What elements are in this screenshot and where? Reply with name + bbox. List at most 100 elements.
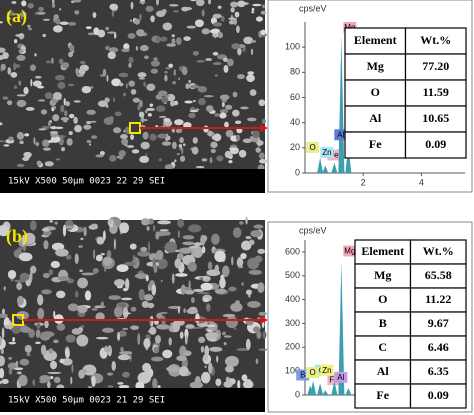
- particle: [187, 263, 197, 271]
- particle: [32, 379, 35, 386]
- peak: [345, 387, 352, 395]
- particle: [86, 140, 92, 143]
- particle: [184, 290, 195, 295]
- particle: [195, 312, 200, 324]
- particle: [106, 74, 109, 82]
- particle: [38, 6, 44, 12]
- particle: [60, 116, 69, 121]
- table-text: 65.58: [425, 268, 452, 282]
- particle: [183, 143, 186, 147]
- particle: [195, 0, 205, 7]
- table-text: Al: [377, 364, 390, 378]
- particle: [255, 16, 263, 22]
- particle: [245, 289, 253, 295]
- particle: [139, 1, 146, 4]
- y-tick-label: 100: [285, 42, 300, 52]
- particle: [24, 344, 32, 353]
- particle: [2, 51, 9, 60]
- particle: [0, 140, 5, 143]
- particle: [249, 239, 255, 246]
- particle: [44, 92, 53, 100]
- particle: [72, 0, 82, 3]
- particle: [54, 221, 58, 225]
- particle: [27, 24, 31, 28]
- peak-label: O: [310, 143, 316, 152]
- particle: [35, 329, 41, 339]
- particle: [145, 5, 154, 12]
- particle: [64, 109, 68, 117]
- particle: [103, 117, 114, 126]
- particle: [201, 9, 205, 17]
- peak-label-box: [327, 149, 341, 161]
- particle: [198, 97, 206, 106]
- particle: [120, 134, 128, 140]
- particle: [248, 269, 262, 275]
- particle: [171, 128, 176, 133]
- particle: [120, 297, 133, 301]
- particle: [143, 294, 154, 301]
- particle: [43, 230, 52, 236]
- particle: [139, 118, 148, 122]
- particle: [122, 92, 127, 97]
- particle: [159, 229, 169, 232]
- particle: [77, 305, 88, 314]
- particle: [225, 365, 234, 373]
- particle: [74, 290, 79, 298]
- particle: [0, 225, 10, 237]
- particle: [82, 364, 97, 376]
- particle: [47, 121, 51, 127]
- particle: [194, 19, 204, 28]
- particle: [124, 261, 137, 266]
- particle: [7, 16, 11, 21]
- particle: [250, 40, 257, 43]
- peak-label: Fe: [329, 151, 339, 160]
- particle: [205, 324, 216, 327]
- particle: [14, 279, 26, 283]
- particle: [128, 62, 132, 68]
- particle: [153, 57, 158, 62]
- particle: [152, 224, 156, 232]
- particle: [159, 36, 168, 42]
- particle: [34, 53, 37, 57]
- particle: [36, 322, 41, 329]
- particle: [155, 10, 166, 18]
- particle: [183, 7, 193, 11]
- table-text: C: [378, 340, 387, 354]
- particle: [113, 306, 123, 318]
- particle: [192, 246, 203, 258]
- table-cell: [404, 27, 467, 55]
- particle: [162, 123, 166, 128]
- particle: [8, 356, 13, 360]
- particle: [145, 107, 156, 112]
- y-tick-label: 200: [285, 342, 300, 352]
- particle: [19, 140, 24, 145]
- particle: [258, 99, 266, 107]
- particle: [116, 264, 129, 273]
- particle: [35, 341, 41, 345]
- particle: [0, 348, 5, 355]
- particle: [33, 137, 36, 145]
- table-cell: [404, 131, 467, 159]
- particle: [61, 146, 66, 152]
- particle: [242, 379, 254, 389]
- particle: [57, 276, 70, 281]
- table-text: Al: [369, 111, 382, 125]
- table-text: Fe: [369, 137, 382, 151]
- table-text: O: [378, 292, 387, 306]
- table-header: Wt.%: [420, 33, 451, 47]
- particle: [13, 39, 18, 44]
- particle: [103, 230, 106, 241]
- particle: [211, 135, 217, 140]
- particle: [111, 360, 116, 371]
- particle: [235, 300, 241, 305]
- particle: [212, 22, 223, 27]
- particle: [176, 253, 184, 260]
- particle: [58, 8, 62, 11]
- particle: [161, 141, 172, 146]
- particle: [251, 11, 255, 14]
- y-tick-label: 0: [295, 389, 300, 399]
- particle: [210, 148, 216, 154]
- particle: [208, 362, 213, 374]
- table-text: 6.35: [428, 364, 449, 378]
- particle: [238, 149, 247, 158]
